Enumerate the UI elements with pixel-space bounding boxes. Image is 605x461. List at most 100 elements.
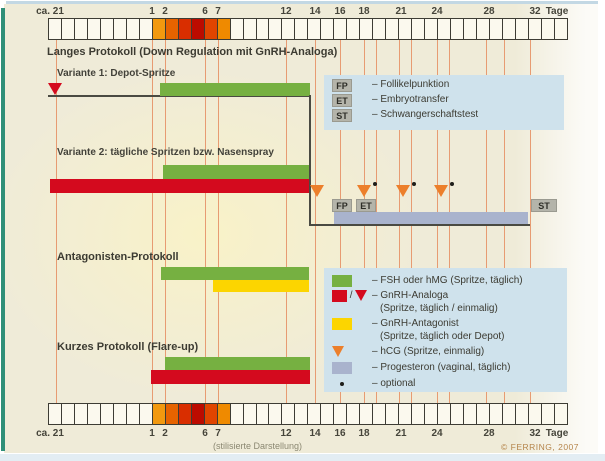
legend-symbol-label: – optional — [372, 378, 416, 389]
legend-symbol-row: / – GnRH-Analoga — [324, 290, 567, 303]
antagonist-fsh-bar — [161, 267, 309, 280]
track-baseline — [309, 224, 530, 226]
fp-chip: FP — [332, 199, 352, 212]
day-gridline — [315, 40, 316, 403]
day-cell — [553, 403, 569, 425]
day-label: 14 — [309, 6, 321, 17]
day-label: 2 — [162, 428, 168, 439]
legend-event-label: – Follikelpunktion — [372, 79, 450, 90]
et-chip: ET — [356, 199, 376, 212]
day-gridline — [56, 40, 57, 403]
day-gridline — [152, 40, 153, 403]
optional-dot — [412, 182, 416, 186]
hcg-triangle-day24 — [434, 185, 448, 197]
day-label: 32 — [529, 428, 541, 439]
left-border — [1, 8, 5, 451]
legend-symbols-box: – FSH oder hMG (Spritze, täglich) / – Gn… — [324, 268, 567, 392]
day-label: 16 — [334, 428, 346, 439]
red-combo-swatch: / — [332, 290, 372, 302]
day-label: 24 — [431, 6, 443, 17]
legend-symbol-label: – FSH oder hMG (Spritze, täglich) — [372, 275, 523, 286]
legend-symbol-label: – Progesteron (vaginal, täglich) — [372, 362, 511, 373]
section-title-kurzes-protokoll: Kurzes Protokoll (Flare-up) — [57, 341, 199, 353]
prog-swatch — [332, 362, 352, 374]
hcg-triangle-day18 — [357, 185, 371, 197]
legend-symbol-row: – GnRH-Antagonist — [324, 318, 567, 331]
day-label: 28 — [483, 428, 495, 439]
legend-symbol-sublabel: (Spritze, täglich oder Depot) — [380, 331, 505, 342]
legend-symbol-label: – GnRH-Analoga — [372, 290, 449, 301]
legend-event-label: – Embryotransfer — [372, 94, 449, 105]
day-label: 28 — [483, 6, 495, 17]
day-label: 12 — [280, 6, 292, 17]
day-label: 24 — [431, 428, 443, 439]
day-label: 16 — [334, 6, 346, 17]
day-gridline — [286, 40, 287, 403]
fp-legend-chip: FP — [332, 79, 352, 92]
progesteron-bar — [334, 212, 528, 224]
optional-dot — [373, 182, 377, 186]
dot-swatch — [332, 378, 352, 390]
legend-event-row: ET – Embryotransfer — [324, 94, 564, 107]
antagonist-gnrh-antagonist-bar — [213, 280, 309, 292]
day-label: 7 — [215, 6, 221, 17]
day-label: 14 — [309, 428, 321, 439]
day-label: Tage — [545, 6, 569, 17]
day-label: 2 — [162, 6, 168, 17]
legend-events-box: FP – Follikelpunktion ET – Embryotransfer ST… — [324, 75, 564, 130]
legend-event-row: ST – Schwangerschaftstest — [324, 109, 564, 122]
day-label: 12 — [280, 428, 292, 439]
st-legend-chip: ST — [332, 109, 352, 122]
gnrh-depot-triangle — [48, 83, 62, 95]
et-legend-chip: ET — [332, 94, 352, 107]
day-label: 21 — [395, 428, 407, 439]
yellow-swatch — [332, 318, 352, 330]
day-label: 7 — [215, 428, 221, 439]
kurzes-gnrh-bar — [151, 370, 310, 384]
legend-symbol-sublabel: (Spritze, täglich / einmalig) — [380, 303, 498, 314]
optional-dot-swatch — [340, 382, 344, 386]
orange-triangle-swatch — [332, 346, 344, 357]
kurzes-fsh-bar — [165, 357, 310, 370]
day-label: ca. 21 — [36, 428, 64, 439]
day-label: 18 — [358, 6, 370, 17]
label-variante-1: Variante 1: Depot-Spritze — [57, 68, 176, 79]
day-label: 6 — [202, 6, 208, 17]
variante1-fsh-bar — [160, 83, 310, 96]
day-label: 18 — [358, 428, 370, 439]
day-cell — [553, 18, 569, 40]
variante2-gnrh-bar — [50, 179, 309, 193]
legend-symbol-label: – hCG (Spritze, einmalig) — [372, 346, 485, 357]
hcg-triangle-day21 — [396, 185, 410, 197]
day-gridline — [218, 40, 219, 403]
legend-symbol-row: – hCG (Spritze, einmalig) — [324, 346, 567, 359]
label-variante-2: Variante 2: tägliche Spritzen bzw. Nasen… — [57, 147, 274, 158]
green-swatch — [332, 275, 352, 287]
legend-symbol-row: – FSH oder hMG (Spritze, täglich) — [324, 275, 567, 288]
variante2-fsh-bar — [163, 165, 309, 179]
day-label: 1 — [149, 428, 155, 439]
day-label: 6 — [202, 428, 208, 439]
legend-event-row: FP – Follikelpunktion — [324, 79, 564, 92]
legend-symbol-label: – GnRH-Antagonist — [372, 318, 459, 329]
top-day-ruler — [48, 18, 569, 40]
bottom-day-ruler — [48, 403, 569, 425]
tri-orange-swatch — [332, 346, 352, 358]
top-border — [6, 1, 598, 4]
day-gridline — [530, 40, 531, 403]
day-gridline — [165, 40, 166, 403]
copyright-text: © FERRING, 2007 — [501, 442, 580, 452]
connector-vertical-line — [309, 95, 311, 225]
st-chip: ST — [531, 199, 557, 212]
hcg-triangle-day14 — [310, 185, 324, 197]
legend-event-label: – Schwangerschaftstest — [372, 109, 479, 120]
section-title-antagonisten-protokoll: Antagonisten-Protokoll — [57, 251, 179, 263]
optional-dot — [450, 182, 454, 186]
day-label: ca. 21 — [36, 6, 64, 17]
day-label: Tage — [545, 428, 569, 439]
day-label: 1 — [149, 6, 155, 17]
legend-symbol-row: – Progesteron (vaginal, täglich) — [324, 362, 567, 375]
footnote-stylized: (stilisierte Darstellung) — [213, 441, 303, 451]
bottom-border — [0, 454, 605, 461]
